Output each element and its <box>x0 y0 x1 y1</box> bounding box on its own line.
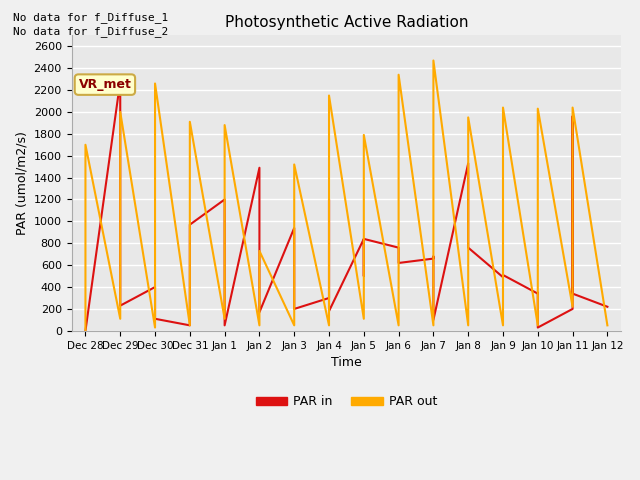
Title: Photosynthetic Active Radiation: Photosynthetic Active Radiation <box>225 15 468 30</box>
Legend: PAR in, PAR out: PAR in, PAR out <box>251 390 442 413</box>
Text: VR_met: VR_met <box>79 78 131 91</box>
Text: No data for f_Diffuse_2: No data for f_Diffuse_2 <box>13 26 168 37</box>
Y-axis label: PAR (umol/m2/s): PAR (umol/m2/s) <box>15 131 28 235</box>
X-axis label: Time: Time <box>331 356 362 369</box>
Text: No data for f_Diffuse_1: No data for f_Diffuse_1 <box>13 12 168 23</box>
